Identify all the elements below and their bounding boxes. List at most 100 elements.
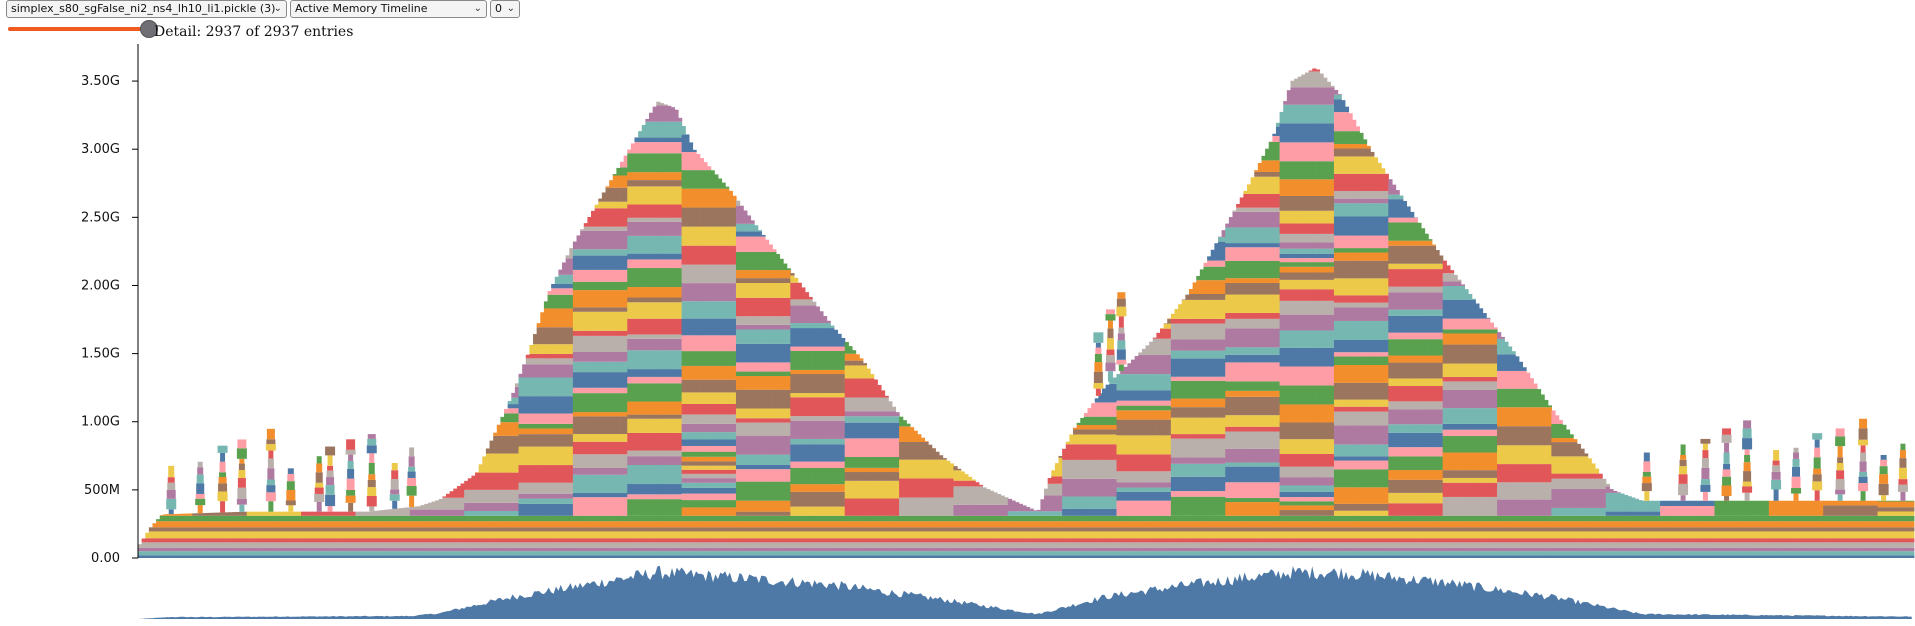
allocation-band: [880, 538, 886, 543]
allocation-band: [214, 538, 219, 543]
allocation-band: [775, 464, 781, 470]
device-select[interactable]: 0 ⌄: [490, 0, 520, 18]
allocation-band: [235, 527, 241, 532]
allocation-band: [431, 527, 436, 532]
allocation-band: [888, 538, 893, 543]
allocation-band: [612, 230, 617, 250]
allocation-band: [757, 343, 762, 363]
allocation-band: [163, 542, 168, 548]
allocation-band: [598, 307, 603, 312]
allocation-band: [406, 527, 411, 532]
detail-slider-track[interactable]: [8, 27, 148, 31]
allocation-band: [630, 515, 636, 522]
allocation-band: [750, 231, 755, 237]
allocation-band: [583, 412, 588, 417]
allocation-band: [764, 547, 770, 552]
allocation-band: [540, 555, 545, 558]
allocation-band: [859, 378, 864, 398]
allocation-band: [699, 551, 704, 556]
allocation-band: [659, 259, 665, 269]
allocation-band: [609, 372, 614, 388]
allocation-band: [659, 103, 665, 106]
allocation-band: [746, 538, 752, 543]
allocation-band: [819, 374, 824, 394]
allocation-stack[interactable]: [138, 68, 1915, 558]
allocation-band: [848, 353, 853, 361]
allocation-band: [761, 418, 766, 423]
allocation-band: [279, 538, 284, 543]
detail-slider-thumb[interactable]: [140, 20, 158, 38]
allocation-band: [761, 469, 766, 482]
allocation-band: [446, 555, 451, 558]
allocation-band: [580, 281, 585, 291]
allocation-band: [507, 538, 512, 543]
allocation-band: [801, 444, 806, 462]
allocation-band: [819, 346, 824, 351]
allocation-band: [768, 418, 773, 423]
allocation-band: [674, 414, 679, 419]
detail-slider[interactable]: [6, 20, 158, 38]
allocation-band: [148, 538, 154, 543]
allocation-band: [551, 353, 556, 359]
allocation-band: [572, 335, 578, 352]
allocation-band: [427, 515, 433, 522]
allocation-band: [732, 473, 737, 479]
allocation-band: [877, 422, 882, 439]
allocation-band: [880, 411, 886, 417]
allocation-band: [674, 142, 679, 154]
allocation-band: [656, 494, 661, 500]
allocation-band: [311, 527, 317, 532]
allocation-band: [224, 531, 230, 539]
allocation-band: [670, 259, 675, 269]
allocation-band: [837, 531, 842, 539]
allocation-band: [572, 538, 578, 543]
allocation-band: [667, 494, 672, 500]
allocation-band: [754, 362, 759, 372]
allocation-band: [685, 521, 690, 528]
allocation-band: [757, 362, 762, 372]
allocation-band: [815, 484, 820, 492]
allocation-band: [547, 465, 552, 483]
allocation-band: [801, 397, 806, 417]
allocation-band: [576, 335, 581, 352]
allocation-band: [757, 542, 762, 548]
allocation-band: [478, 531, 483, 539]
allocation-band: [779, 538, 784, 543]
allocation-band: [674, 401, 679, 415]
allocation-band: [391, 515, 396, 522]
allocation-band: [344, 521, 349, 528]
allocation-band: [645, 369, 650, 377]
allocation-band: [812, 521, 817, 528]
allocation-band: [529, 498, 534, 504]
allocation-band: [638, 464, 643, 485]
allocation-band: [844, 411, 849, 417]
allocation-band: [667, 432, 672, 451]
allocation-band: [681, 469, 686, 474]
allocation-band: [761, 251, 766, 271]
allocation-band: [641, 318, 646, 335]
allocation-band: [525, 354, 531, 359]
allocation-band: [558, 482, 563, 494]
allocation-band: [670, 515, 675, 522]
allocation-band: [554, 284, 559, 289]
allocation-band: [496, 453, 502, 473]
allocation-band: [786, 527, 791, 532]
file-select[interactable]: simplex_s80_sgFalse_ni2_ns4_lh10_li1.pic…: [6, 0, 287, 18]
allocation-band: [714, 335, 719, 352]
allocation-band: [721, 245, 726, 265]
allocation-band: [536, 503, 541, 516]
allocation-band: [866, 527, 871, 532]
allocation-band: [826, 420, 831, 439]
allocation-band: [547, 542, 552, 548]
allocation-band: [377, 527, 382, 532]
allocation-band: [478, 502, 483, 511]
allocation-band: [899, 542, 904, 548]
allocation-band: [735, 200, 741, 207]
allocation-band: [355, 542, 360, 548]
allocation-band: [148, 542, 154, 548]
view-select[interactable]: Active Memory Timeline ⌄: [290, 0, 487, 18]
allocation-band: [485, 489, 491, 503]
allocation-band: [373, 515, 378, 522]
allocation-band: [525, 515, 531, 522]
